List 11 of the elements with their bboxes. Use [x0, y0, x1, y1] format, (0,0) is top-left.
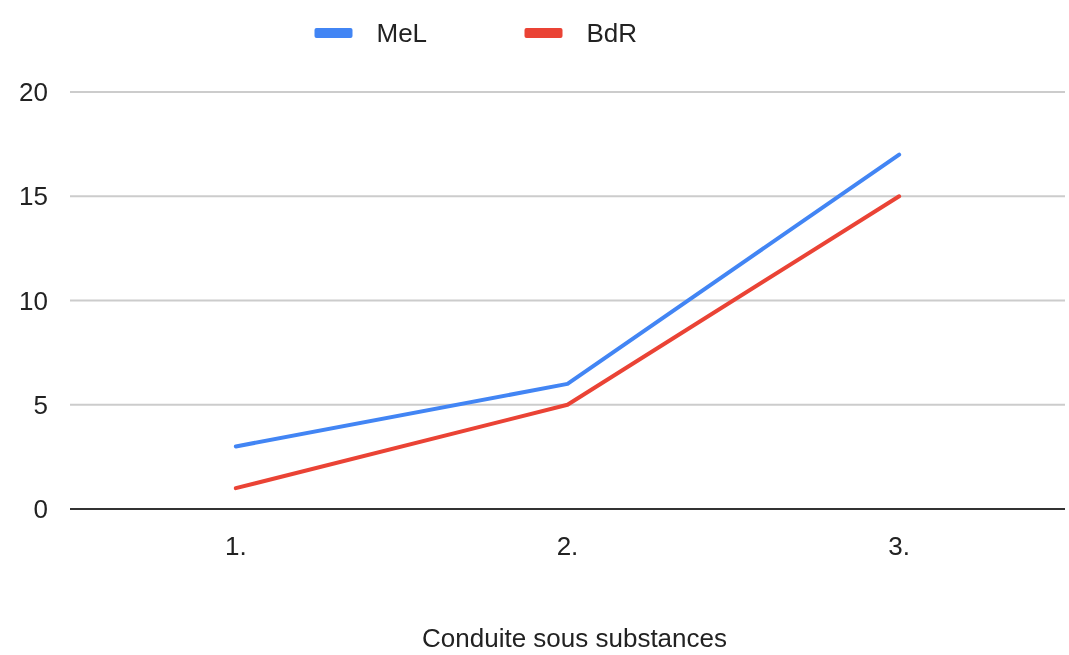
- x-tick-label: 2.: [556, 531, 579, 561]
- legend-label: BdR: [586, 18, 638, 49]
- x-tick-label: 1.: [224, 531, 247, 561]
- y-tick-label: 0: [33, 494, 48, 525]
- y-tick-label: 5: [33, 389, 48, 420]
- x-axis-title: Conduite sous substances: [422, 623, 727, 653]
- y-tick-label: 15: [19, 181, 48, 212]
- y-tick-label: 20: [19, 77, 48, 108]
- y-tick-label: 10: [19, 285, 48, 316]
- x-tick-label: 3.: [888, 531, 911, 561]
- legend-label: MeL: [376, 18, 428, 49]
